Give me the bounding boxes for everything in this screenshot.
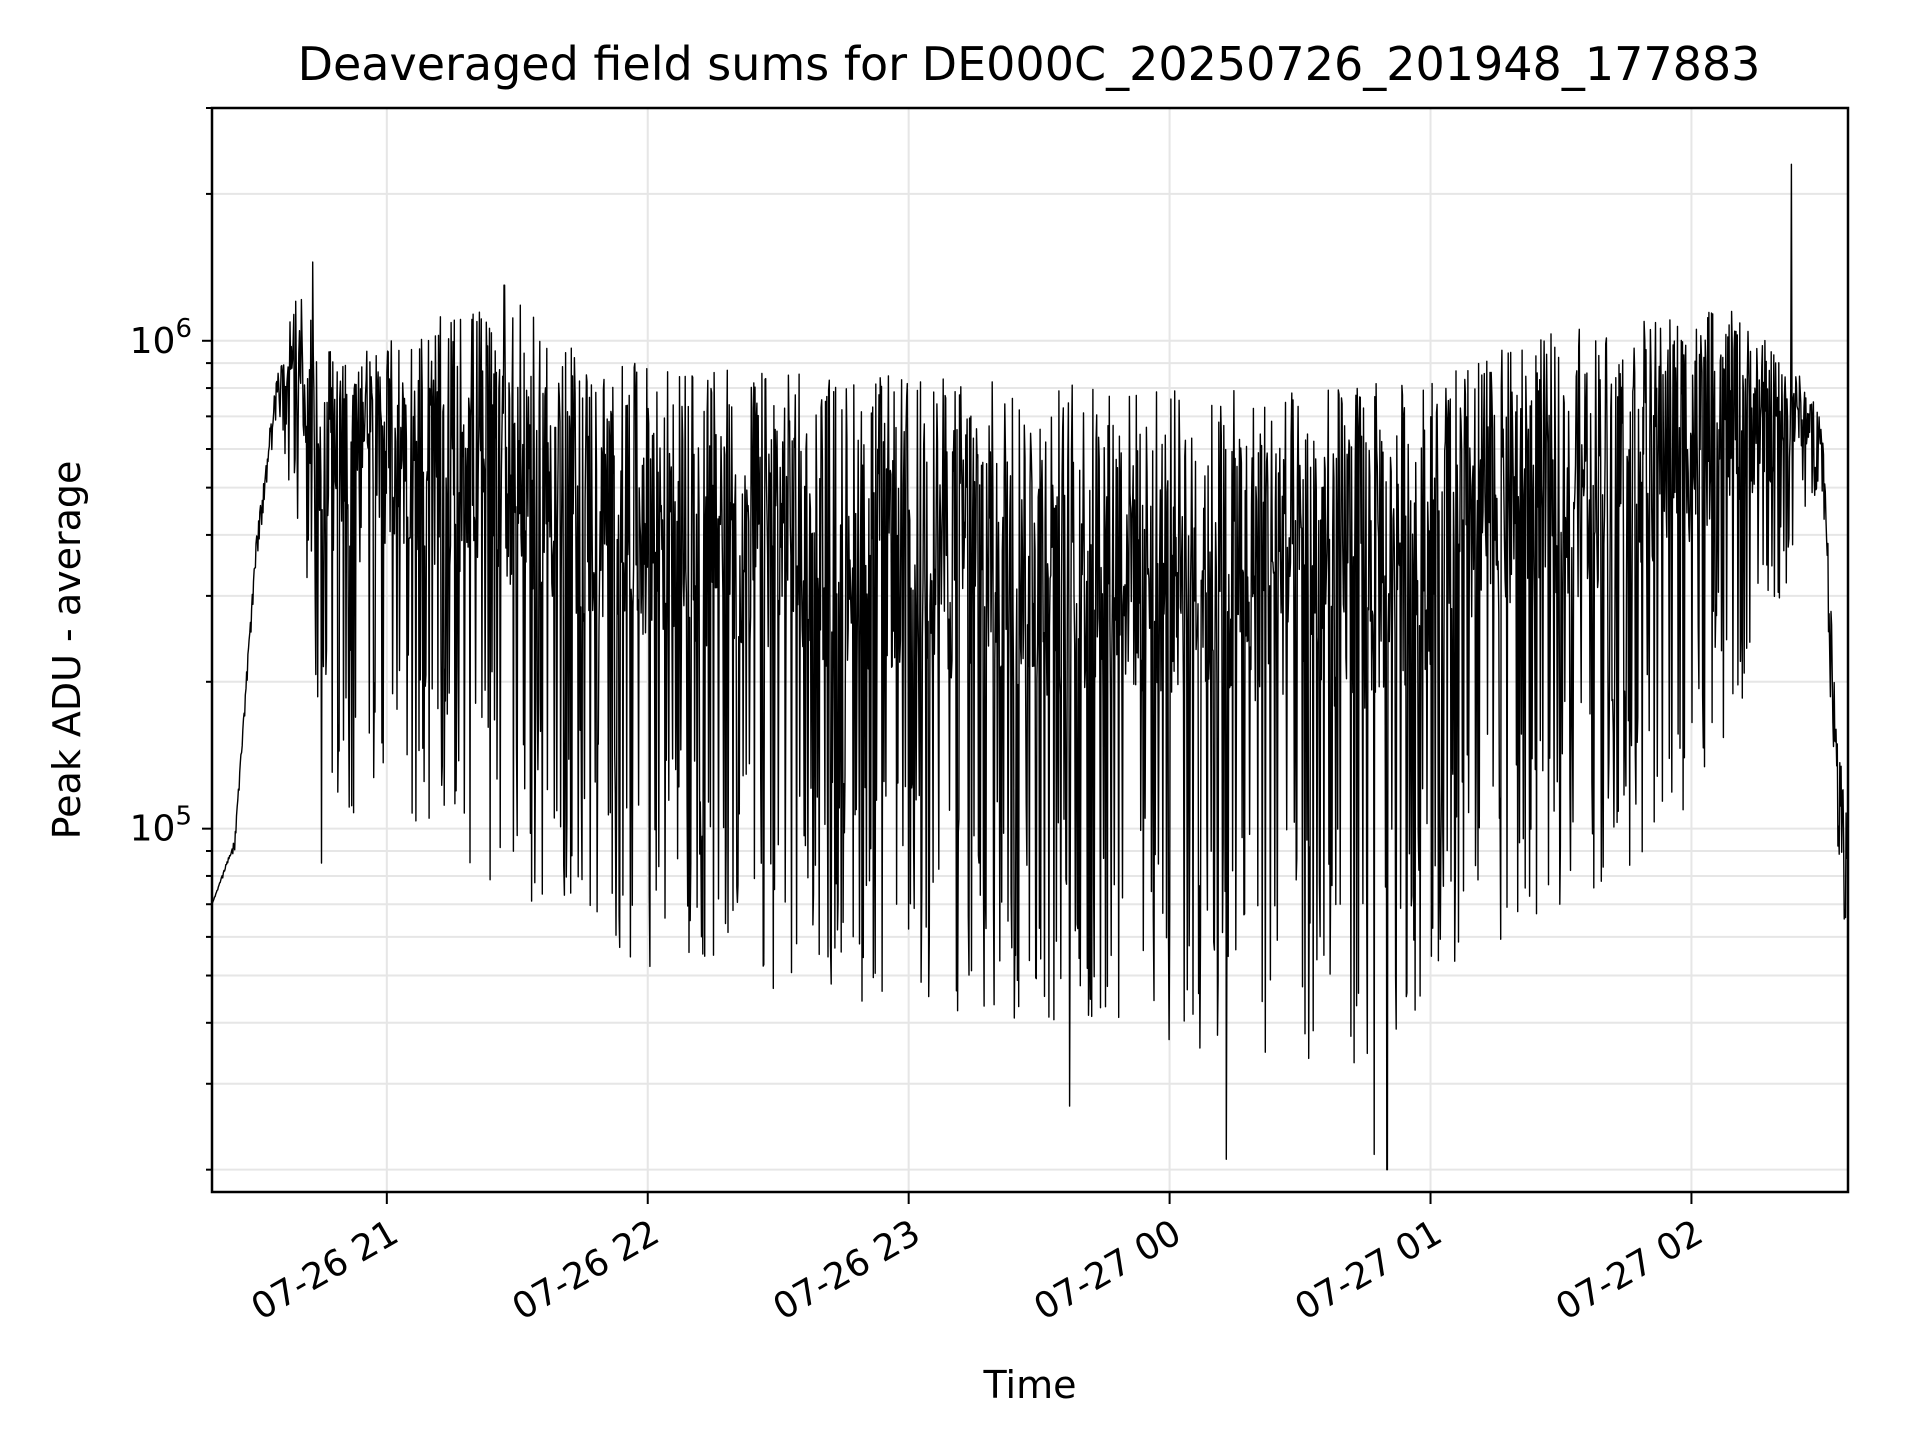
series-layer	[211, 163, 1849, 1171]
y-axis-label: Peak ADU - average	[45, 461, 89, 840]
x-axis-label: Time	[983, 1363, 1077, 1407]
series-line	[211, 163, 1849, 1171]
x-tick-label: 07-26 22	[506, 1212, 667, 1328]
y-tick-label: 105	[130, 802, 192, 850]
chart-title: Deaveraged field sums for DE000C_2025072…	[298, 37, 1761, 91]
x-tick-label: 07-27 02	[1549, 1212, 1710, 1328]
x-tick-label: 07-27 00	[1027, 1212, 1188, 1328]
x-tick-label: 07-26 23	[766, 1212, 927, 1328]
x-tick-label: 07-26 21	[245, 1212, 406, 1328]
plot-frame	[210, 106, 1850, 1194]
x-tick-label: 07-27 01	[1288, 1212, 1449, 1328]
y-tick-label: 106	[130, 314, 192, 362]
